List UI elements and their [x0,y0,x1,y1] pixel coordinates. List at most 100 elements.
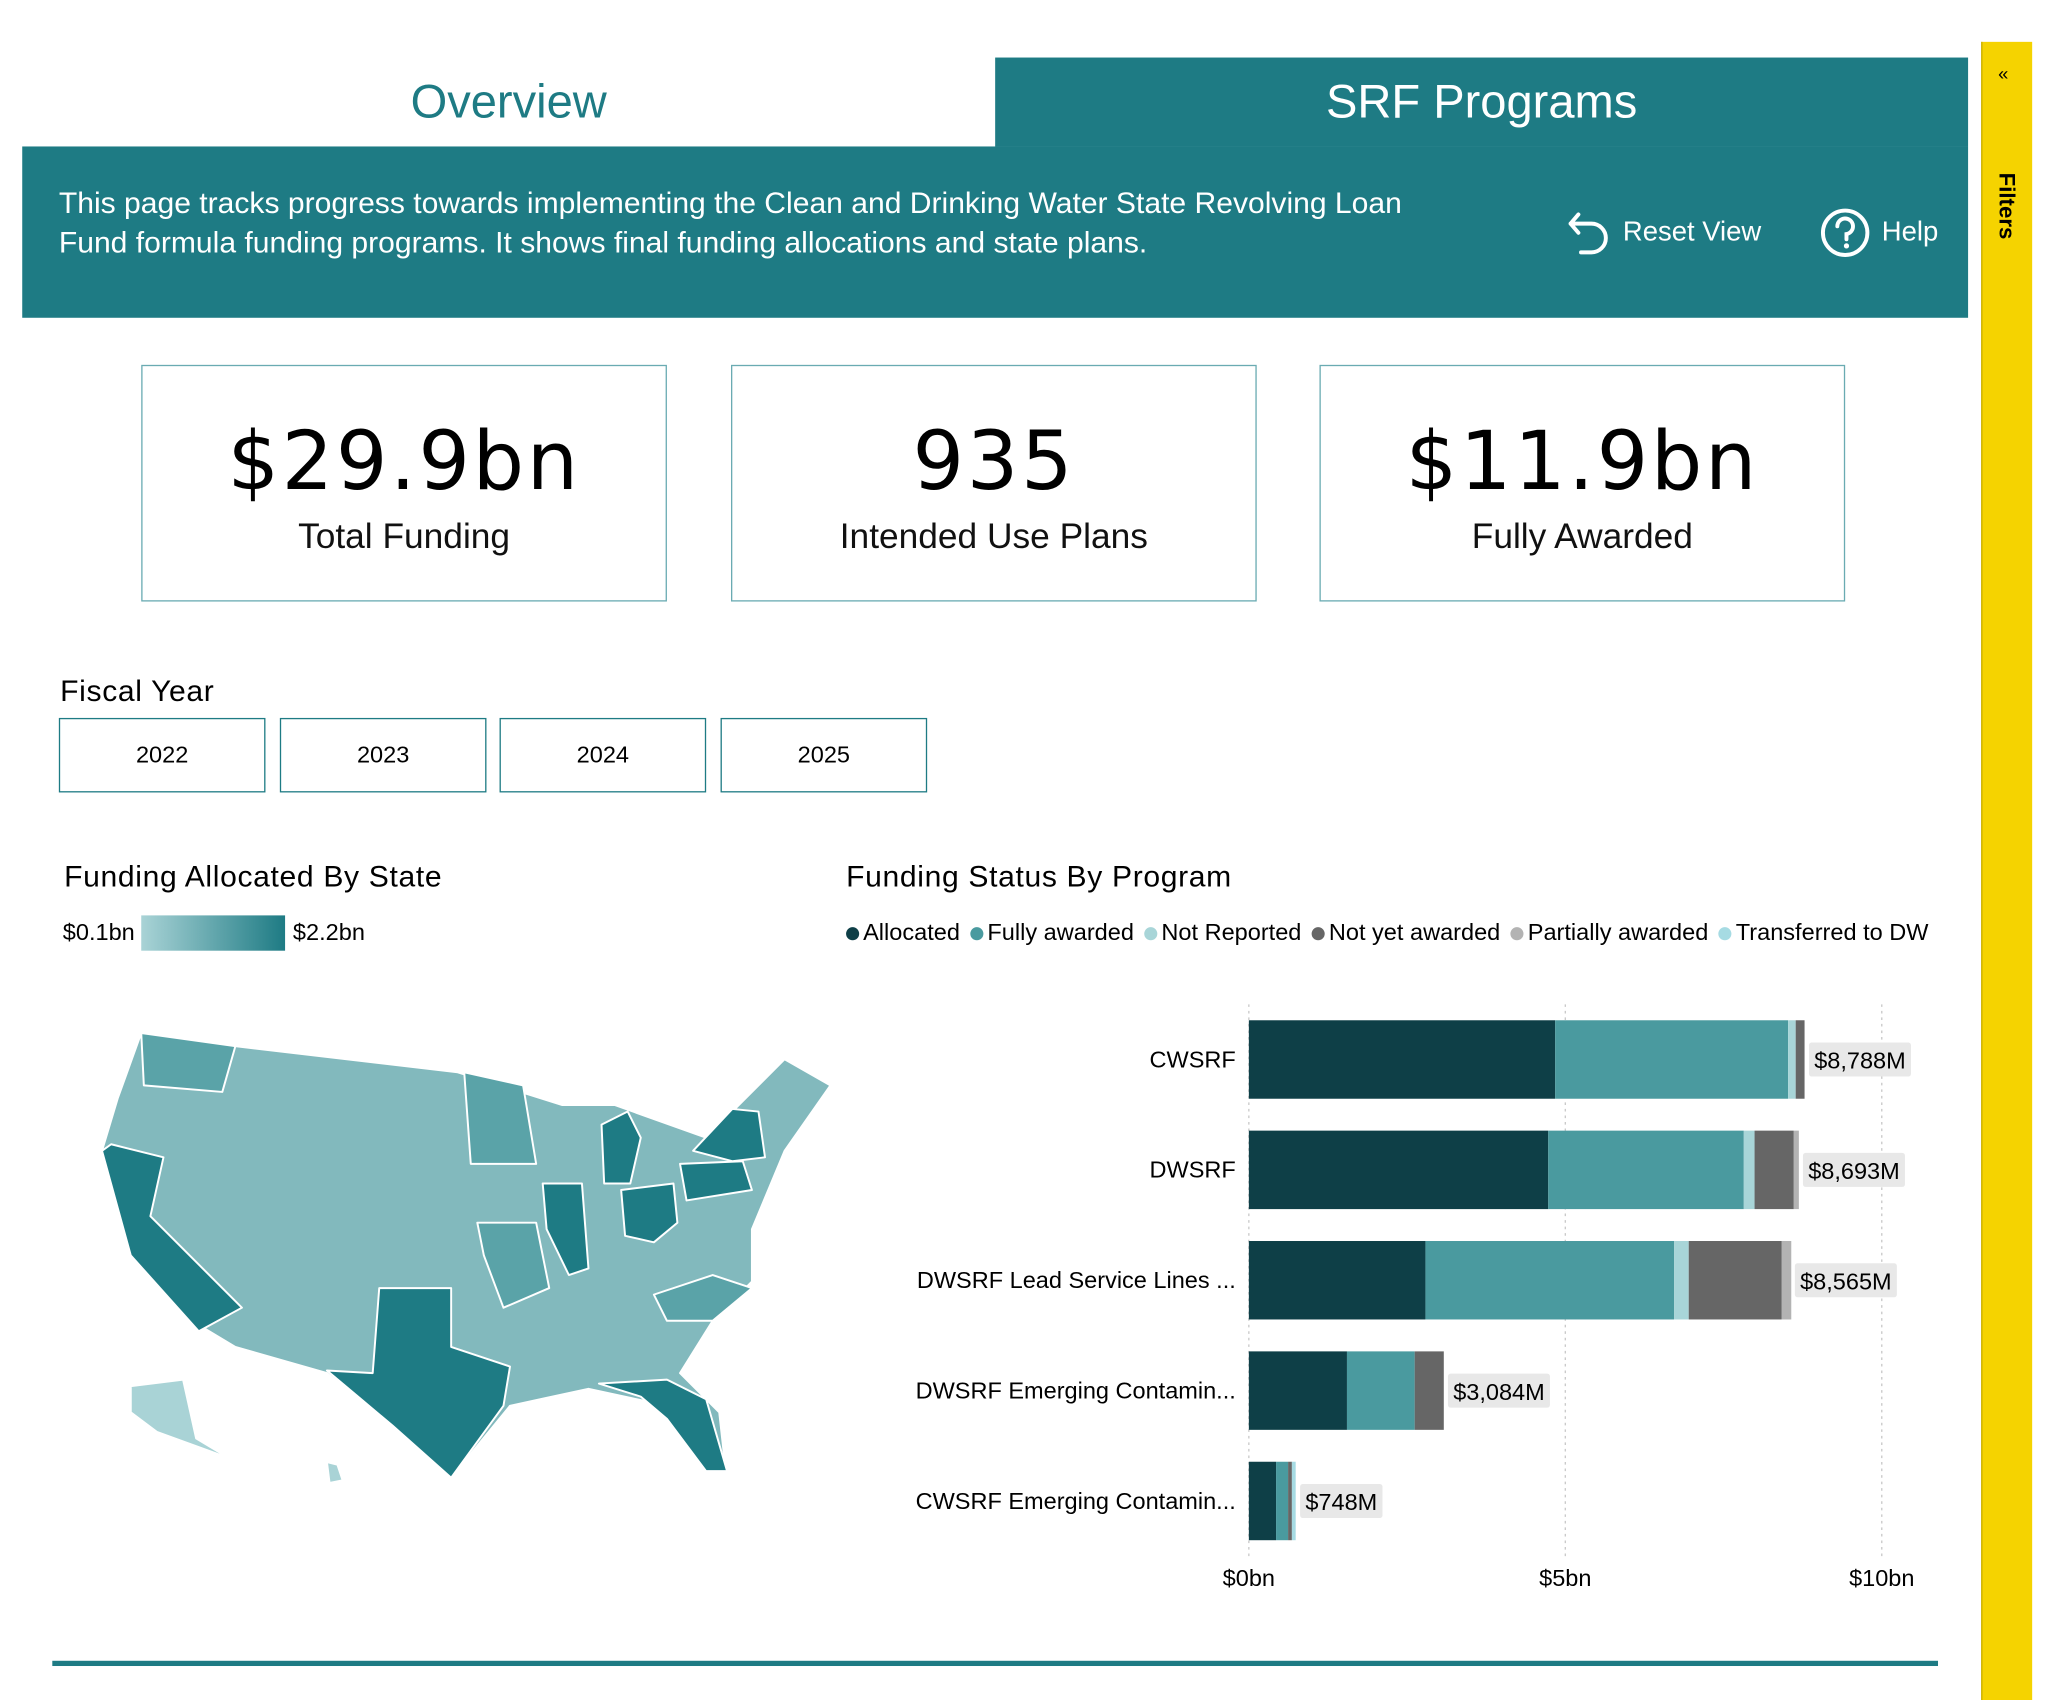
map-state [101,1143,243,1333]
map-region [140,1032,237,1093]
bar-segment [1346,1351,1415,1430]
legend-item[interactable]: Partially awarded [1510,919,1709,946]
filters-label: Filters [1994,172,2020,240]
data-label: $748M [1305,1489,1377,1515]
reset-icon [1568,212,1608,255]
year-button[interactable]: 2022 [58,717,266,793]
map-state [679,1160,753,1202]
legend-item[interactable]: Not yet awarded [1311,919,1501,946]
kpi-value: $11.9bn [1405,413,1759,509]
kpi-label: Total Funding [298,516,511,556]
year-button[interactable]: 2024 [499,717,707,793]
bar-segment [1248,1020,1556,1099]
bar-segment [1276,1461,1289,1541]
y-tick-label: DWSRF Lead Service Lines ... [917,1267,1236,1293]
legend-marker [846,926,860,940]
bar-segment [1555,1020,1789,1099]
data-label: $8,693M [1808,1158,1900,1184]
bar-segment [1414,1351,1444,1430]
legend-label: Partially awarded [1527,919,1709,946]
data-label-bg [1808,1042,1911,1077]
year-button[interactable]: 2023 [279,717,487,793]
y-tick-label: CWSRF Emerging Contamin... [916,1488,1236,1514]
legend-item[interactable]: Fully awarded [970,919,1134,946]
bar-segment [1248,1130,1549,1210]
x-tick-label: $0bn [1223,1565,1275,1591]
map-legend-min: $0.1bn [62,919,135,946]
banner-text: This page tracks progress towards implem… [58,185,1402,259]
footer-rule [52,1660,1939,1667]
bar-segment [1781,1241,1792,1320]
legend-label: Not yet awarded [1328,919,1501,946]
us-map [101,1032,832,1484]
map-state [692,1107,766,1163]
y-tick-label: CWSRF [1150,1046,1236,1072]
legend-marker [1718,926,1732,940]
help-icon [1820,208,1870,257]
map-legend-gradient [141,915,286,951]
legend: Allocated Fully awarded Not Reported Not ye… [846,919,1928,946]
map-state [620,1182,679,1244]
legend-marker [1510,926,1524,940]
y-tick-label: DWSRF Emerging Contamin... [916,1377,1236,1403]
legend-marker [1144,926,1158,940]
map-legend-max: $2.2bn [292,919,365,946]
kpi-label: Fully Awarded [1471,516,1693,556]
data-label-bg [1447,1373,1550,1408]
kpi-label: Intended Use Plans [839,516,1148,556]
bar-segment [1548,1130,1744,1210]
collapse-icon: « [1998,62,2009,84]
kpi-value: 935 [912,413,1076,509]
bar-segment [1788,1020,1796,1099]
bar-segment [1291,1461,1296,1541]
bar-segment [1248,1241,1426,1320]
map-state [541,1182,590,1276]
x-tick-label: $5bn [1539,1565,1591,1591]
data-label-bg [1794,1263,1897,1298]
data-label: $8,565M [1800,1268,1892,1294]
tab[interactable]: Overview [22,57,996,147]
year-button[interactable]: 2025 [720,717,928,793]
legend-label: Allocated [863,919,960,946]
kpi-card: 935 Intended Use Plans [731,364,1257,602]
map-region [129,1378,230,1460]
map-state [600,1110,642,1185]
data-label: $8,788M [1814,1048,1906,1074]
reset-label: Reset View [1622,217,1762,248]
map-state [325,1287,511,1479]
map-state [597,1378,729,1473]
chart-title: Funding Status By Program [846,859,1232,894]
bar-segment [1743,1130,1755,1210]
tab[interactable]: SRF Programs [995,57,1969,147]
data-label-bg [1802,1152,1905,1187]
legend-item[interactable]: Allocated [846,919,960,946]
bar-segment [1793,1130,1799,1210]
legend-marker [970,926,984,940]
legend-label: Fully awarded [987,919,1134,946]
map-land [101,1032,832,1479]
legend-label: Not Reported [1161,919,1302,946]
bar-segment [1674,1241,1689,1320]
map-region [325,1461,344,1484]
map-region [476,1221,551,1309]
filters-pane[interactable]: « Filters [1981,41,2033,1700]
legend-marker [1311,926,1325,940]
y-tick-label: DWSRF [1150,1157,1236,1183]
legend-item[interactable]: Not Reported [1144,919,1301,946]
legend-item[interactable]: Transferred to DW [1718,919,1929,946]
legend-label: Transferred to DW [1735,919,1929,946]
bar-segment [1754,1130,1794,1210]
help-button[interactable]: Help [1819,207,1938,259]
data-label-bg [1300,1483,1383,1518]
kpi-card: $29.9bn Total Funding [141,364,667,602]
banner: This page tracks progress towards implem… [22,146,1969,318]
bar-chart: $0bn $5bn $10bn CWSRF $8,788M DWSRF $8,693M DWS… [916,1004,1914,1591]
bar-segment [1425,1241,1675,1320]
bar-segment [1248,1461,1277,1541]
x-tick-label: $10bn [1849,1565,1914,1591]
reset-button[interactable]: Reset View [1565,207,1761,259]
help-label: Help [1881,217,1939,248]
map-title: Funding Allocated By State [64,859,443,894]
